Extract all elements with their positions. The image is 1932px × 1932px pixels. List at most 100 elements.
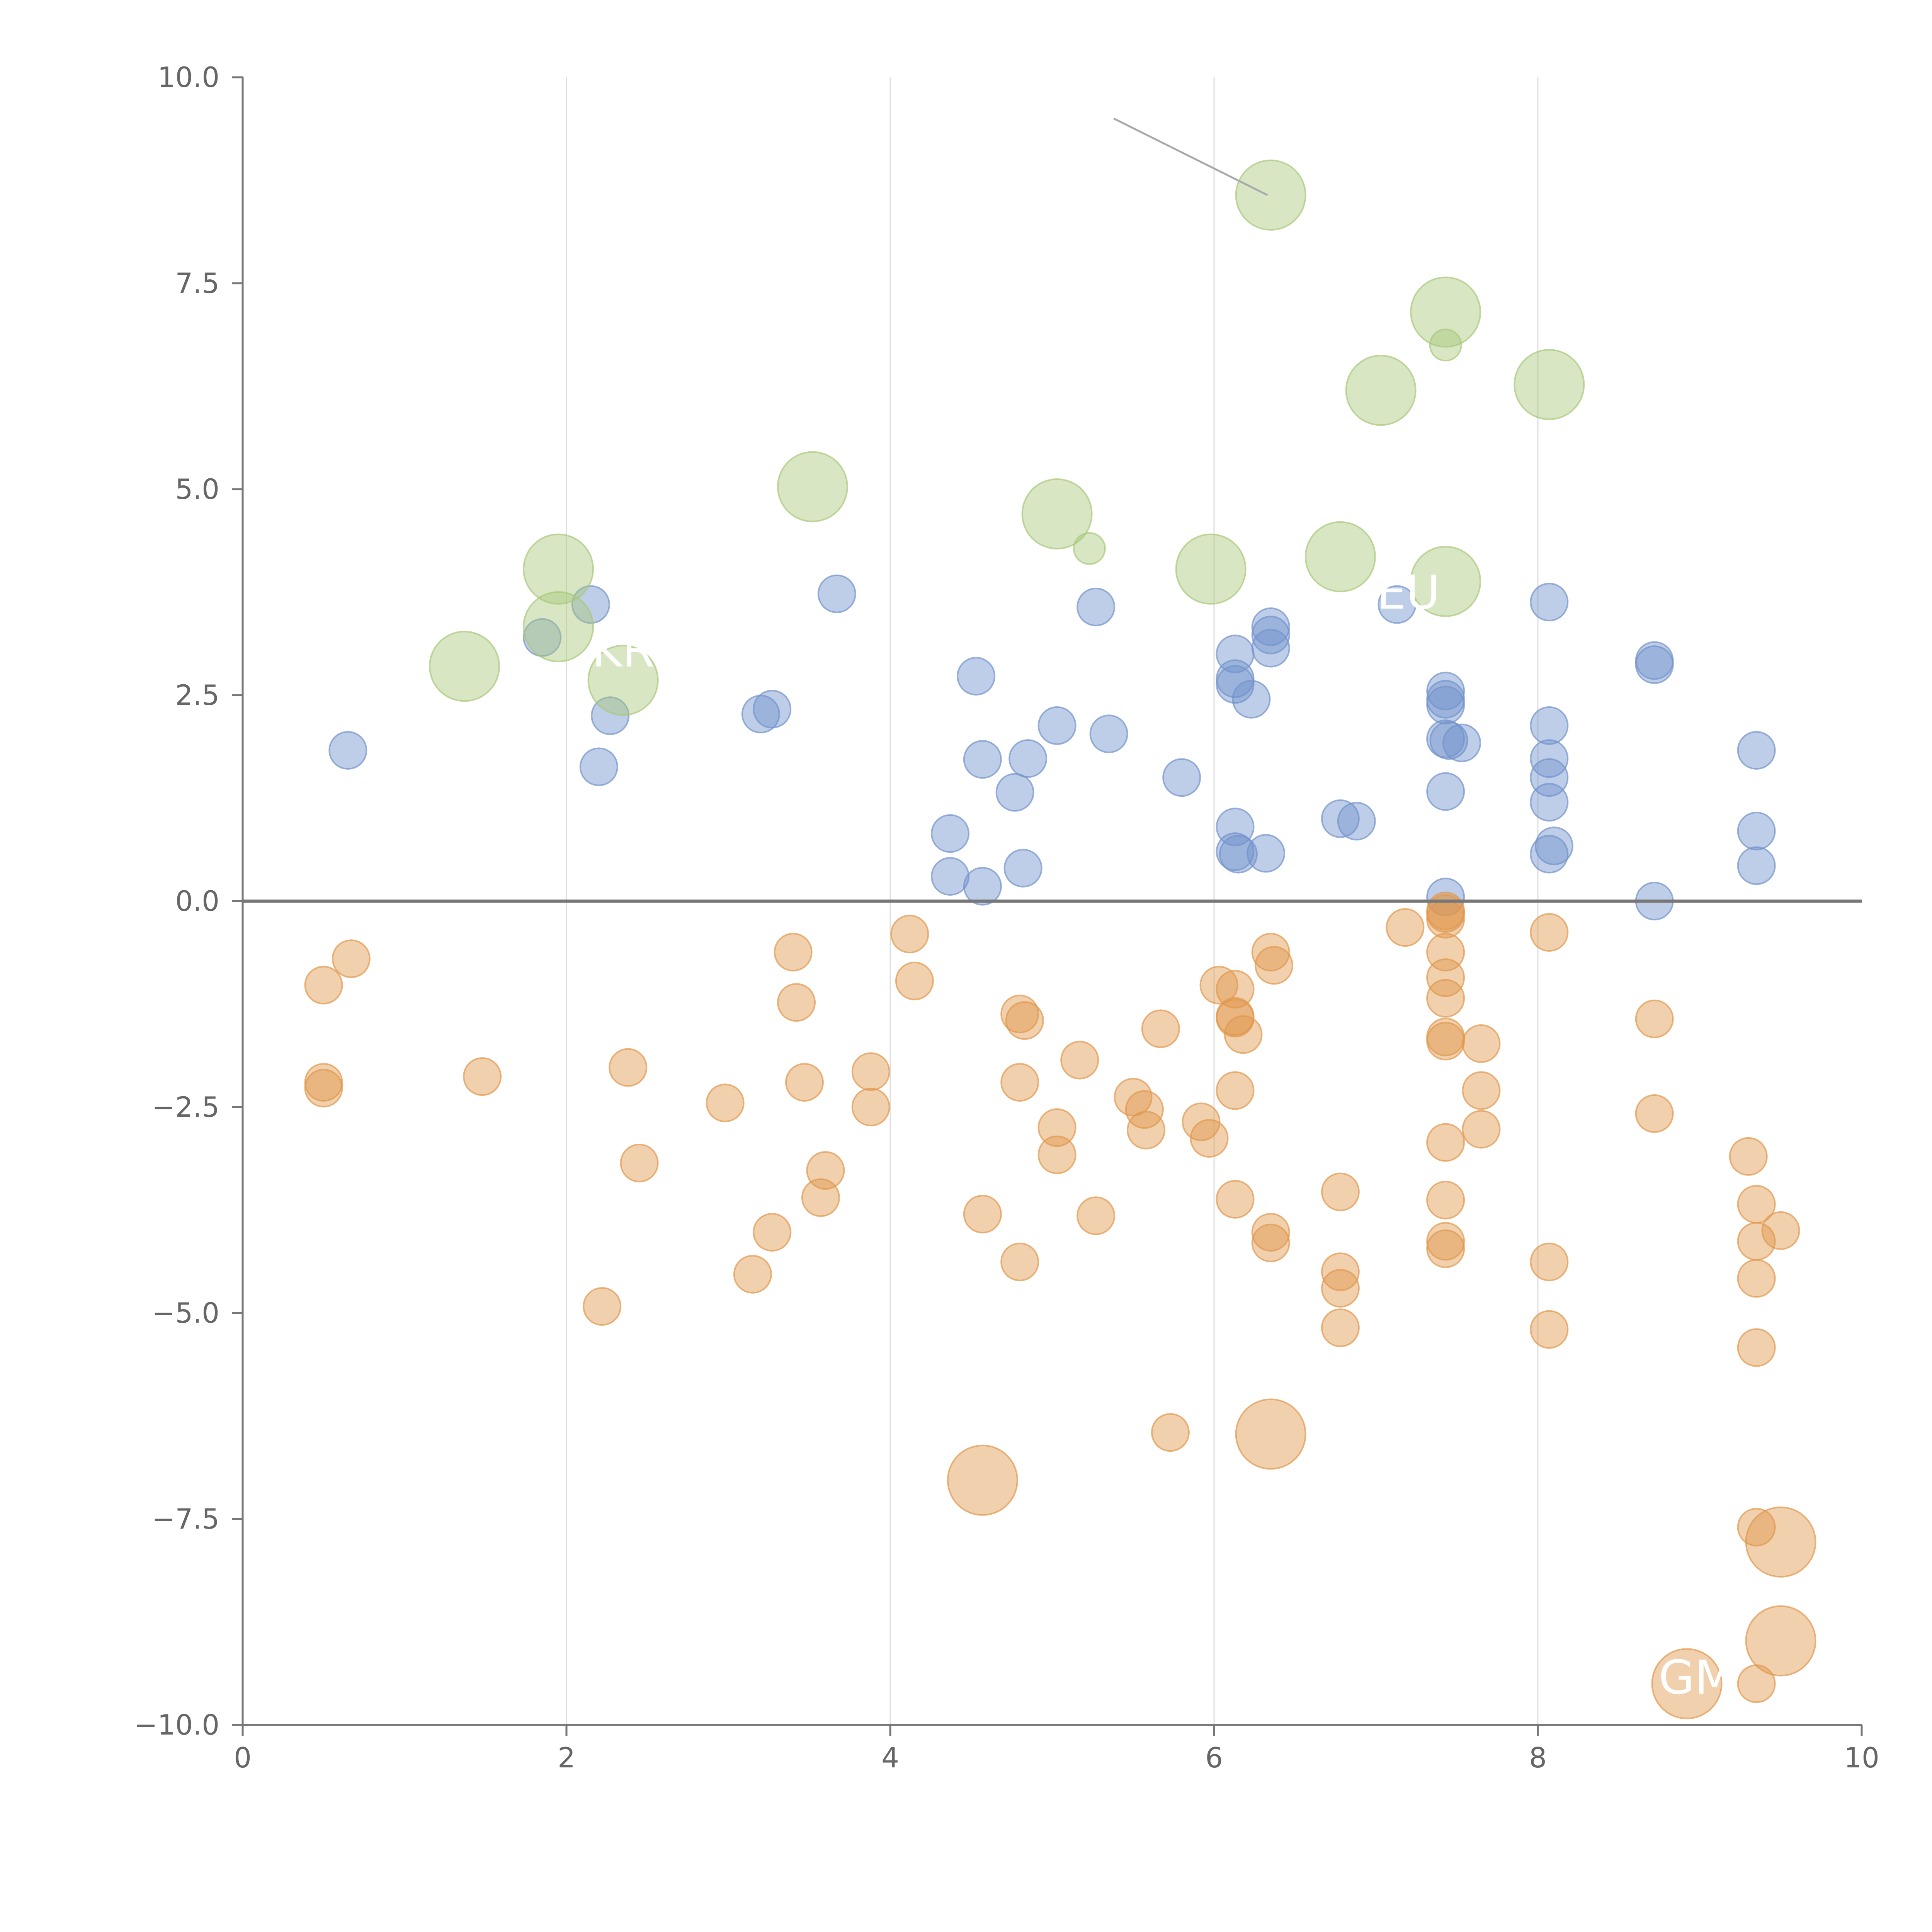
negative-point	[1251, 1223, 1290, 1262]
bubble-label: EU	[1377, 566, 1440, 620]
positive-point	[995, 773, 1034, 812]
x-tick-label: 2	[558, 1742, 575, 1774]
positive-point	[1426, 772, 1465, 811]
positive-point	[1321, 799, 1360, 838]
negative-point	[1737, 1328, 1776, 1367]
negative-point	[1729, 1137, 1768, 1176]
negative-point	[733, 1255, 772, 1294]
negative-point	[1462, 1071, 1501, 1110]
positive-point	[1378, 585, 1417, 624]
positive-point	[1442, 723, 1481, 762]
negative-point	[1190, 1119, 1229, 1158]
negative-point	[1060, 1041, 1099, 1080]
positive-point	[1337, 802, 1376, 841]
negative-point	[1000, 1063, 1039, 1102]
positive-point	[1232, 680, 1271, 719]
y-tick-label: 0.0	[175, 885, 219, 917]
negative-point	[1127, 1111, 1166, 1150]
negative-point	[1462, 1110, 1501, 1149]
negative-point	[304, 966, 343, 1005]
positive-point	[1247, 834, 1286, 873]
large-positive-point	[1345, 355, 1417, 426]
positive-point	[1429, 721, 1468, 760]
positive-point	[1530, 783, 1569, 822]
large-positive-point	[1304, 521, 1376, 592]
y-tick-label: −10.0	[134, 1709, 219, 1741]
large-positive-point	[1073, 532, 1106, 565]
large-positive-point	[1429, 328, 1462, 362]
negative-point	[1426, 979, 1465, 1018]
negative-point	[1037, 1135, 1077, 1174]
large-negative-point	[1745, 1506, 1816, 1578]
negative-point	[895, 961, 934, 1000]
negative-point	[609, 1048, 648, 1087]
large-positive-point	[1410, 546, 1481, 617]
negative-point	[620, 1143, 659, 1182]
y-tick-label: 7.5	[175, 267, 219, 299]
y-tick-label: 2.5	[175, 679, 219, 711]
positive-point	[1426, 719, 1465, 758]
negative-point	[1114, 1078, 1153, 1117]
positive-point	[1037, 706, 1077, 745]
positive-point	[1737, 811, 1776, 850]
negative-point	[463, 1057, 502, 1096]
negative-point	[304, 1063, 343, 1102]
positive-point	[1216, 659, 1255, 698]
large-positive-point	[1021, 478, 1093, 549]
y-tick-label: −2.5	[152, 1091, 219, 1123]
negative-point	[1426, 1180, 1465, 1219]
negative-point	[1000, 1242, 1039, 1281]
positive-point	[523, 618, 562, 657]
y-tick-label: 10.0	[158, 61, 219, 94]
negative-point	[1426, 900, 1465, 939]
negative-point	[1321, 1172, 1360, 1211]
positive-point	[1219, 835, 1258, 874]
positive-point	[579, 747, 618, 786]
negative-point	[1530, 1242, 1569, 1281]
negative-point	[774, 933, 813, 972]
positive-point	[1003, 849, 1043, 888]
negative-point	[583, 1287, 622, 1326]
negative-point	[753, 1213, 792, 1252]
negative-point	[1005, 1001, 1044, 1040]
negative-point	[1426, 1022, 1465, 1061]
negative-point	[1151, 1413, 1190, 1452]
y-tick-label: 5.0	[175, 473, 219, 505]
negative-point	[1426, 958, 1465, 997]
negative-point	[777, 983, 816, 1022]
negative-point	[1255, 946, 1294, 985]
x-tick-label: 4	[881, 1742, 899, 1774]
positive-point	[1426, 685, 1465, 724]
large-positive-point	[1410, 276, 1481, 348]
negative-point	[785, 1063, 824, 1102]
large-negative-point	[1235, 1398, 1306, 1470]
negative-point	[1386, 908, 1425, 947]
large-positive-point	[523, 533, 594, 605]
positive-point	[741, 695, 780, 734]
positive-point	[328, 731, 367, 770]
negative-point	[1141, 1009, 1180, 1048]
bubble-label: KR	[592, 624, 655, 677]
negative-point	[851, 1088, 890, 1126]
positive-point	[1530, 583, 1569, 622]
negative-point	[1635, 999, 1674, 1038]
negative-point	[1216, 1071, 1255, 1110]
y-tick-label: −5.0	[152, 1297, 219, 1329]
positive-point	[963, 867, 1002, 906]
positive-point	[1009, 739, 1048, 778]
positive-point	[1162, 758, 1201, 797]
positive-point	[1426, 680, 1465, 719]
large-positive-point	[523, 591, 594, 663]
positive-point	[1216, 665, 1255, 704]
positive-point	[963, 740, 1002, 779]
negative-point	[1530, 1310, 1569, 1349]
positive-point	[1635, 645, 1674, 684]
positive-point	[1737, 846, 1776, 885]
positive-point	[1077, 587, 1116, 626]
positive-point	[1251, 629, 1290, 668]
negative-point	[851, 1052, 890, 1091]
negative-point	[1224, 1015, 1263, 1054]
negative-point	[1199, 966, 1238, 1005]
